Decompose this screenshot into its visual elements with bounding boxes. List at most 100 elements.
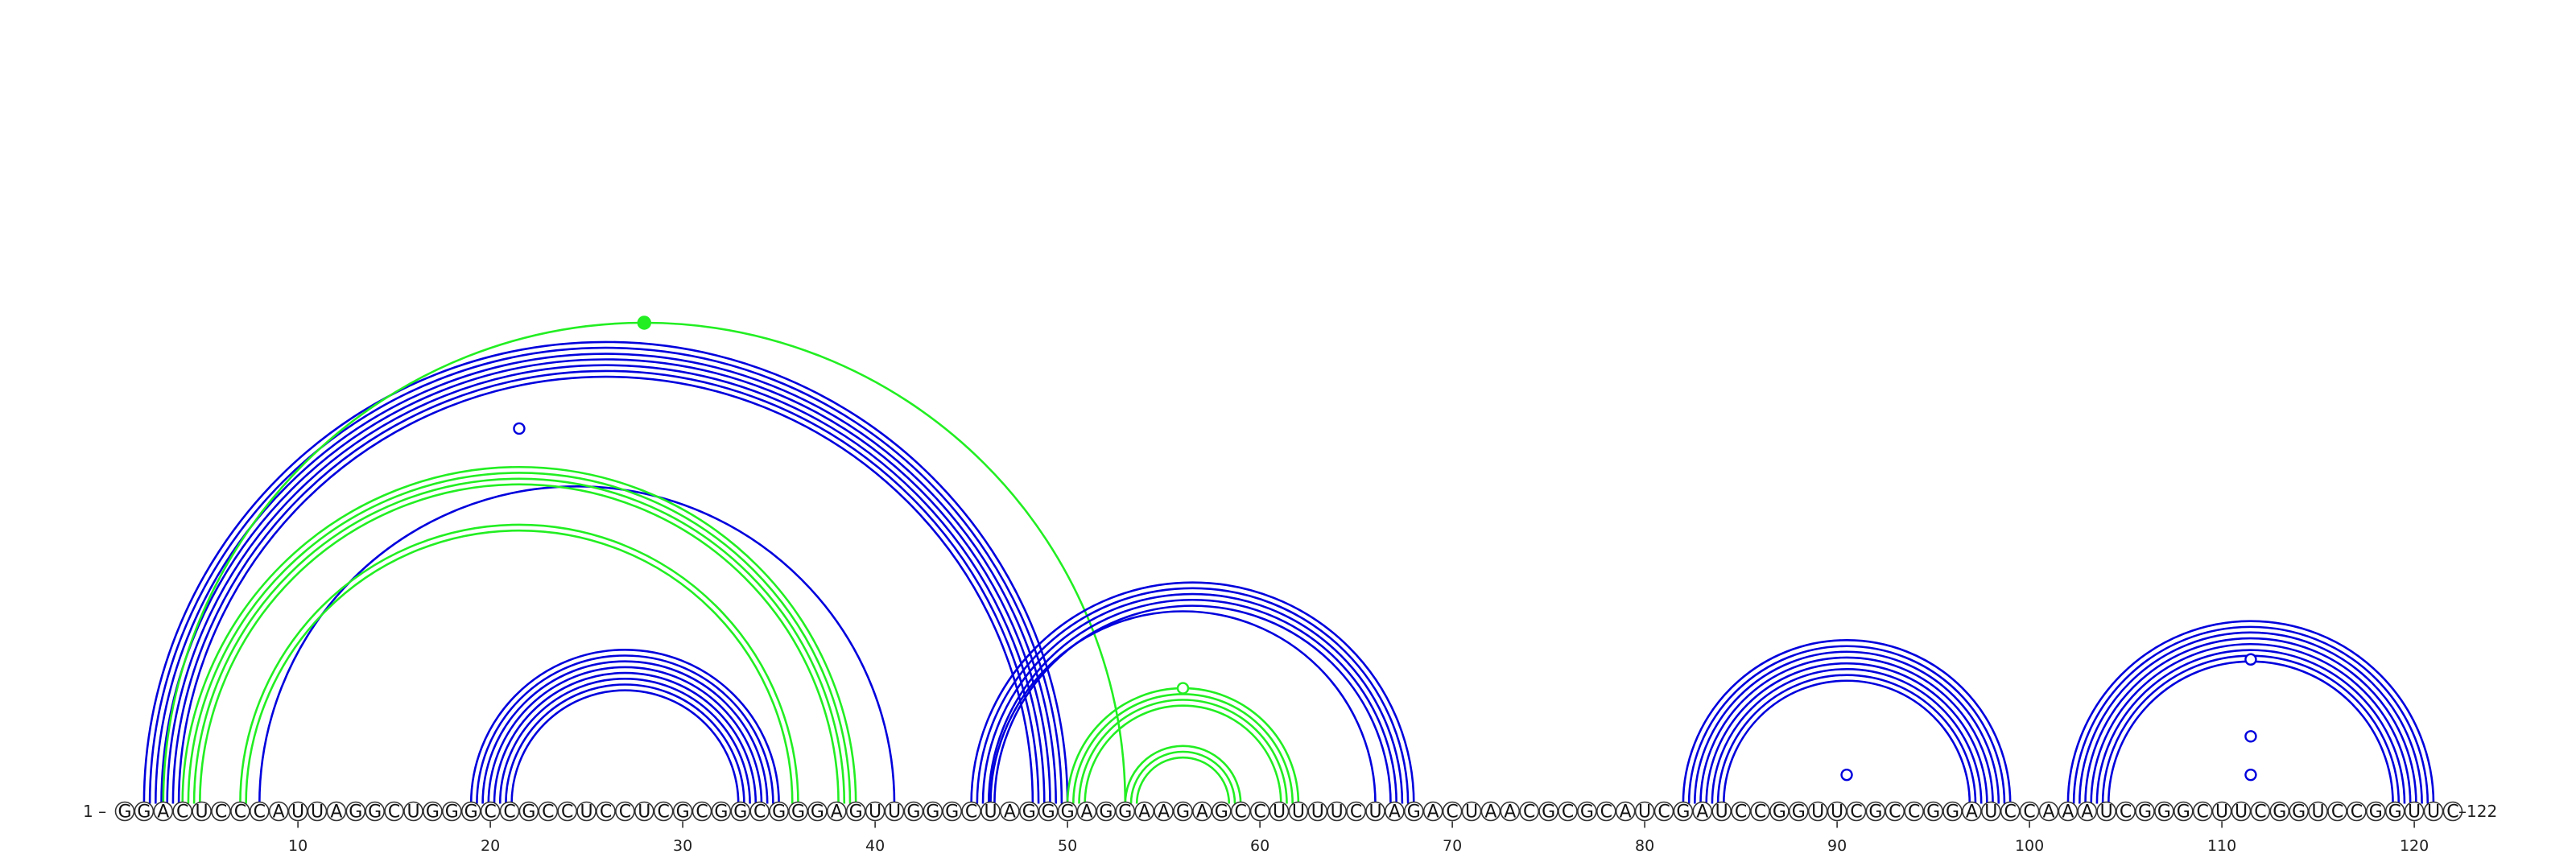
nucleotide-letter: A xyxy=(1620,802,1632,823)
blue-arc-marker xyxy=(2244,730,2257,743)
nucleotide-circle xyxy=(1404,801,1424,822)
nucleotide-circle xyxy=(345,801,366,822)
axis-tick-label: 40 xyxy=(865,837,885,855)
nucleotide-letter: U xyxy=(2100,802,2113,823)
blue-arc-marker xyxy=(1840,768,1853,782)
nucleotide-letter: G xyxy=(1868,802,1882,823)
nucleotide-circle xyxy=(2384,801,2405,822)
nucleotide-letter: U xyxy=(2312,802,2325,823)
nucleotide-letter: G xyxy=(1926,802,1940,823)
blue-pair-arc xyxy=(155,353,1057,804)
nucleotide-letter: U xyxy=(1273,802,1286,823)
blue-pair-arc xyxy=(1716,674,1977,804)
nucleotide-letter: C xyxy=(753,802,766,823)
nucleotide-letter: G xyxy=(733,802,747,823)
nucleotide-circle xyxy=(1981,801,2001,822)
nucleotide-letter: A xyxy=(2062,802,2074,823)
nucleotide-letter: A xyxy=(1966,802,1978,823)
nucleotide-circle xyxy=(1057,801,1078,822)
nucleotide-circle xyxy=(596,801,616,822)
green-arc-marker xyxy=(1176,682,1190,695)
nucleotide-circle xyxy=(2442,801,2463,822)
nucleotide-circle xyxy=(1865,801,1886,822)
sequence-end-label: –122 xyxy=(2458,802,2497,821)
nucleotide-circle xyxy=(2423,801,2444,822)
nucleotide-circle xyxy=(460,801,481,822)
blue-pair-arc xyxy=(476,654,774,804)
nucleotide-circle xyxy=(1789,801,1809,822)
nucleotide-circle xyxy=(2038,801,2059,822)
nucleotide-letter: G xyxy=(1176,802,1190,823)
nucleotide-circle xyxy=(2154,801,2174,822)
nucleotide-circle xyxy=(423,801,443,822)
nucleotide-letter: C xyxy=(503,802,515,823)
axis-tick-label: 50 xyxy=(1058,837,1077,855)
nucleotide-letter: G xyxy=(445,802,459,823)
nucleotide-circle xyxy=(730,801,751,822)
nucleotide-letter: U xyxy=(291,802,304,823)
blue-pair-arc xyxy=(1699,656,1994,804)
nucleotide-circle xyxy=(576,801,597,822)
green-pair-arc xyxy=(1072,693,1294,804)
nucleotide-circle xyxy=(1096,801,1117,822)
nucleotide-letter: G xyxy=(464,802,478,823)
nucleotide-letter: C xyxy=(2446,802,2458,823)
nucleotide-circle xyxy=(1596,801,1616,822)
nucleotide-circle xyxy=(769,801,789,822)
nucleotide-letter: G xyxy=(906,802,920,823)
green-arc-marker xyxy=(637,316,651,330)
nucleotide-circle xyxy=(845,801,866,822)
nucleotide-letter: C xyxy=(1235,802,1247,823)
blue-pair-arc xyxy=(981,592,1404,804)
green-pair-arc xyxy=(1078,699,1288,804)
nucleotide-circle xyxy=(942,801,962,822)
nucleotide-circle xyxy=(672,801,693,822)
nucleotide-circle xyxy=(384,801,404,822)
nucleotide-circle xyxy=(249,801,270,822)
nucleotide-letter: U xyxy=(1292,802,1305,823)
nucleotide-circle xyxy=(2174,801,2194,822)
blue-pair-arc xyxy=(2066,620,2435,804)
green-pair-arc xyxy=(192,477,846,804)
blue-pair-arc xyxy=(1682,639,2012,804)
nucleotide-circle xyxy=(865,801,886,822)
nucleotide-circle xyxy=(1634,801,1655,822)
nucleotide-letter: C xyxy=(2254,802,2266,823)
nucleotide-letter: U xyxy=(2235,802,2248,823)
nucleotide-circle xyxy=(2308,801,2328,822)
nucleotide-circle xyxy=(1885,801,1905,822)
nucleotide-circle xyxy=(2116,801,2136,822)
nucleotide-letter: C xyxy=(234,802,246,823)
nucleotide-letter: C xyxy=(2023,802,2035,823)
nucleotide-letter: G xyxy=(368,802,382,823)
green-pair-arc xyxy=(1084,704,1282,804)
axis-tick-label: 30 xyxy=(673,837,692,855)
nucleotide-letter: G xyxy=(2369,802,2383,823)
nucleotide-letter: U xyxy=(984,802,997,823)
blue-pair-arc xyxy=(2072,625,2429,804)
blue-pair-arc xyxy=(510,689,740,804)
nucleotide-circle xyxy=(1385,801,1405,822)
nucleotide-circle xyxy=(884,801,905,822)
nucleotide-letter: C xyxy=(484,802,496,823)
nucleotide-circle xyxy=(2231,801,2252,822)
nucleotide-letter: C xyxy=(2004,802,2017,823)
nucleotide-letter: C xyxy=(658,802,670,823)
nucleotide-letter: U xyxy=(311,802,324,823)
nucleotide-letter: U xyxy=(638,802,650,823)
nucleotide-letter: C xyxy=(1754,802,1766,823)
nucleotide-circle xyxy=(1192,801,1212,822)
nucleotide-letter: A xyxy=(1158,802,1170,823)
green-pair-arc xyxy=(181,465,857,804)
nucleotide-letter: A xyxy=(1696,802,1708,823)
nucleotide-circle xyxy=(1038,801,1059,822)
axis-tick-label: 80 xyxy=(1635,837,1654,855)
blue-pair-arc xyxy=(1723,679,1971,804)
green-pair-arc xyxy=(239,523,799,804)
blue-pair-arc xyxy=(1694,650,2000,804)
nucleotide-letter: C xyxy=(1350,802,1362,823)
nucleotide-circle xyxy=(403,801,423,822)
nucleotide-letter: C xyxy=(1735,802,1747,823)
